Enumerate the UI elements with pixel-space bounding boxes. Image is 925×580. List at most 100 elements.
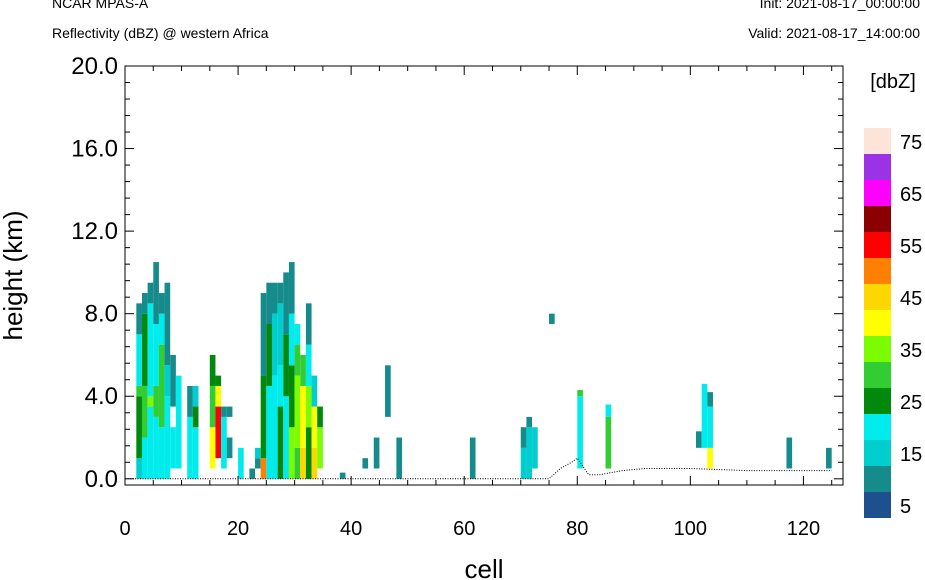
- terrain-line: [125, 457, 832, 480]
- reflectivity-cell: [170, 427, 176, 469]
- reflectivity-cell: [311, 406, 318, 448]
- reflectivity-cell: [271, 282, 278, 314]
- reflectivity-cell: [158, 427, 165, 479]
- reflectivity-cell: [255, 447, 261, 459]
- reflectivity-cell: [317, 427, 323, 469]
- reflectivity-cell: [288, 313, 295, 366]
- reflectivity-cell: [305, 427, 312, 479]
- reflectivity-cell: [696, 431, 702, 448]
- colorbar-swatch: [864, 414, 891, 440]
- reflectivity-cell: [288, 262, 295, 314]
- colorbar-swatch: [864, 362, 891, 388]
- reflectivity-cell: [277, 282, 284, 304]
- reflectivity-cell: [294, 324, 301, 345]
- reflectivity-cell: [605, 416, 612, 469]
- reflectivity-cell: [305, 385, 312, 428]
- reflectivity-cell: [153, 324, 159, 386]
- colorbar: 5 15 25 35 45 55 65 75: [864, 128, 922, 518]
- reflectivity-cell: [209, 427, 216, 469]
- reflectivity-cell: [300, 354, 306, 386]
- y-tick-label: 0.0: [85, 466, 118, 493]
- reflectivity-cell: [266, 324, 272, 386]
- reflectivity-cell: [175, 375, 182, 469]
- reflectivity-cell: [141, 313, 148, 386]
- colorbar-swatch: [864, 388, 891, 414]
- colorbar-swatch: [864, 492, 891, 518]
- reflectivity-cell: [294, 375, 301, 448]
- reflectivity-cell: [277, 303, 284, 366]
- reflectivity-cell: [707, 447, 713, 469]
- reflectivity-cell: [266, 385, 272, 479]
- reflectivity-cell: [707, 406, 713, 448]
- x-tick-label: 80: [566, 518, 588, 540]
- reflectivity-cell: [153, 385, 159, 417]
- reflectivity-cell: [215, 406, 222, 459]
- colorbar-swatch: [864, 310, 891, 336]
- reflectivity-cell: [215, 375, 222, 386]
- colorbar-label: 75: [900, 132, 922, 154]
- reflectivity-cell: [147, 406, 154, 479]
- model-name: NCAR MPAS-A: [52, 0, 149, 11]
- colorbar-swatch: [864, 206, 891, 232]
- reflectivity-cell: [271, 313, 278, 376]
- x-axis-ticks: 0 20 40 60 80 100 120: [119, 66, 833, 540]
- reflectivity-cell: [283, 396, 289, 479]
- reflectivity-cell: [141, 293, 148, 314]
- reflectivity-cell: [385, 365, 391, 417]
- plot-frame: [124, 65, 844, 486]
- reflectivity-cell: [283, 334, 289, 397]
- reflectivity-cell: [549, 313, 555, 324]
- colorbar-label: 65: [900, 184, 922, 206]
- y-axis-label: height (km): [0, 210, 28, 340]
- reflectivity-cell: [266, 282, 272, 324]
- colorbar-swatch: [864, 284, 891, 310]
- colorbar-swatch: [864, 180, 891, 206]
- reflectivity-cell: [158, 293, 165, 314]
- reflectivity-cell: [192, 406, 199, 428]
- reflectivity-cell: [158, 313, 165, 345]
- x-tick-label: 60: [453, 518, 475, 540]
- reflectivity-cell: [300, 447, 306, 479]
- reflectivity-cell: [136, 396, 142, 459]
- reflectivity-cell: [238, 447, 244, 479]
- reflectivity-cell: [396, 437, 403, 479]
- reflectivity-cell: [373, 437, 380, 469]
- reflectivity-cell: [305, 344, 312, 386]
- reflectivity-cell: [577, 396, 583, 469]
- reflectivity-cell: [141, 437, 148, 479]
- reflectivity-cell: [311, 375, 318, 407]
- reflectivity-cell: [277, 406, 284, 479]
- reflectivity-cell: [300, 385, 306, 448]
- reflectivity-cell: [215, 385, 222, 407]
- reflectivity-cell: [192, 385, 199, 407]
- reflectivity-cell: [526, 427, 533, 479]
- reflectivity-cell: [136, 303, 142, 335]
- reflectivity-cell: [577, 390, 583, 397]
- reflectivity-cell: [260, 375, 267, 459]
- valid-time: Valid: 2021-08-17_14:00:00: [748, 25, 920, 41]
- reflectivity-cell: [526, 416, 533, 428]
- x-axis-label: cell: [464, 554, 503, 580]
- reflectivity-cell: [136, 458, 142, 479]
- reflectivity-cell: [226, 437, 233, 459]
- reflectivity-cell: [532, 427, 538, 469]
- y-axis-ticks: 0.0 4.0 8.0 12.0 16.0 20.0: [71, 53, 843, 493]
- reflectivity-cell: [520, 427, 527, 448]
- reflectivity-cell: [786, 437, 793, 469]
- y-tick-label: 4.0: [85, 383, 118, 410]
- reflectivity-cell: [158, 344, 165, 428]
- reflectivity-cell: [255, 458, 261, 469]
- x-tick-label: 20: [227, 518, 249, 540]
- reflectivity-cell: [136, 385, 142, 397]
- reflectivity-cell: [311, 447, 318, 479]
- colorbar-label: 25: [900, 392, 922, 414]
- y-tick-label: 8.0: [85, 301, 118, 328]
- colorbar-swatch: [864, 440, 891, 466]
- colorbar-unit: [dbZ]: [870, 71, 916, 93]
- reflectivity-cell: [520, 447, 527, 479]
- reflectivity-cell: [469, 437, 476, 479]
- reflectivity-cell: [283, 272, 289, 335]
- reflectivity-cell: [164, 396, 171, 479]
- reflectivity-cell: [147, 303, 154, 397]
- reflectivity-cell: [249, 468, 256, 479]
